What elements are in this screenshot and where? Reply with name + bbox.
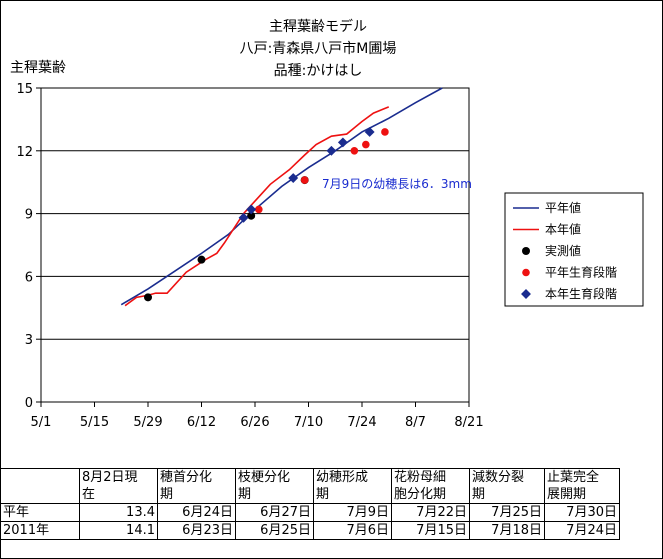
x-tick-label: 6/26 <box>240 415 269 430</box>
table-header-cell: 花粉母細 胞分化期 <box>391 468 470 504</box>
table-header-cell: 減数分裂期 <box>469 468 545 504</box>
table-header-cell: 枝梗分化期 <box>235 468 314 504</box>
table-row-label: 平年 <box>0 503 80 522</box>
table-cell: 13.4 <box>79 503 158 522</box>
table-cell: 6月27日 <box>235 503 314 522</box>
legend-marker <box>522 247 530 255</box>
data-point-current-stage <box>246 204 257 215</box>
table-cell: 6月24日 <box>157 503 236 522</box>
table-cell: 7月25日 <box>469 503 545 522</box>
data-point-measured <box>197 255 206 264</box>
table-header-cell: 8月2日現在 <box>79 468 158 504</box>
legend-marker <box>522 268 530 277</box>
table-row: 平年 13.4 6月24日 6月27日 7月9日 7月22日 7月25日 7月30日 <box>0 503 620 522</box>
table-cell: 7月30日 <box>544 503 620 522</box>
data-point-current-stage <box>364 127 375 137</box>
table-header-cell: 幼穂形成期 <box>313 468 392 504</box>
legend-label: 平年値 <box>545 200 581 215</box>
legend-label: 平年生育段階 <box>545 265 617 280</box>
chart-title-line: 品種:かけはし <box>274 63 363 79</box>
y-tick-label: 9 <box>25 208 33 223</box>
data-point-normal-stage <box>381 128 389 136</box>
table-cell: 7月9日 <box>313 503 392 522</box>
x-tick-label: 5/15 <box>80 415 109 430</box>
x-tick-label: 5/29 <box>133 415 162 430</box>
legend-label: 本年値 <box>545 222 581 237</box>
table-row: 2011年 14.1 6月23日 6月25日 7月6日 7月15日 7月18日 7月24日 <box>0 521 620 540</box>
legend-label: 実測値 <box>545 243 581 258</box>
x-tick-label: 8/21 <box>454 415 483 430</box>
chart-title-line: 八戸:青森県八戸市M圃場 <box>240 40 397 57</box>
chart-annotation: 7月9日の幼穂長は6．3mm <box>322 177 472 191</box>
data-point-normal-stage <box>255 205 263 214</box>
series-line <box>120 87 443 306</box>
table-header-cell: 止葉完全 展開期 <box>544 468 620 504</box>
table-header-cell <box>0 468 80 504</box>
x-tick-label: 6/12 <box>187 415 216 430</box>
y-tick-label: 0 <box>25 396 33 411</box>
data-point-measured <box>247 211 256 220</box>
chart-title-line: 主稈葉齢モデル <box>269 18 367 35</box>
data-point-current-stage <box>326 145 337 156</box>
data-point-measured <box>144 293 152 302</box>
data-point-current-stage <box>337 137 348 148</box>
data-point-normal-stage <box>300 176 309 184</box>
data-point-normal-stage <box>362 140 370 149</box>
plot-area <box>40 87 470 403</box>
table-cell: 7月18日 <box>469 521 545 540</box>
legend-marker <box>521 289 531 299</box>
data-point-current-stage <box>238 212 249 223</box>
table-cell: 7月15日 <box>391 521 470 540</box>
table-cell: 7月6日 <box>313 521 392 540</box>
x-tick-label: 7/24 <box>347 415 376 430</box>
y-tick-label: 15 <box>16 82 33 97</box>
legend-label: 本年生育段階 <box>545 286 617 301</box>
table-cell: 7月22日 <box>391 503 470 522</box>
table-cell: 6月25日 <box>235 521 314 540</box>
x-tick-label: 5/1 <box>31 415 52 430</box>
x-tick-label: 7/10 <box>294 415 323 430</box>
table-header-cell: 穂首分化期 <box>157 468 236 504</box>
growth-stage-table: 8月2日現在穂首分化期枝梗分化期幼穂形成期花粉母細 胞分化期 減数分裂期止葉完全 展開… <box>0 468 620 540</box>
x-tick-label: 8/7 <box>405 415 426 430</box>
table-cell: 7月24日 <box>544 521 620 540</box>
y-tick-label: 12 <box>16 145 33 160</box>
table-cell: 14.1 <box>79 521 158 540</box>
y-tick-label: 3 <box>25 333 33 348</box>
y-axis-label: 主稈葉齢 <box>10 60 66 76</box>
y-tick-label: 6 <box>25 270 33 285</box>
table-cell: 6月23日 <box>157 521 236 540</box>
table-row-label: 2011年 <box>0 521 80 540</box>
data-point-normal-stage <box>350 147 359 155</box>
data-point-current-stage <box>288 173 299 183</box>
